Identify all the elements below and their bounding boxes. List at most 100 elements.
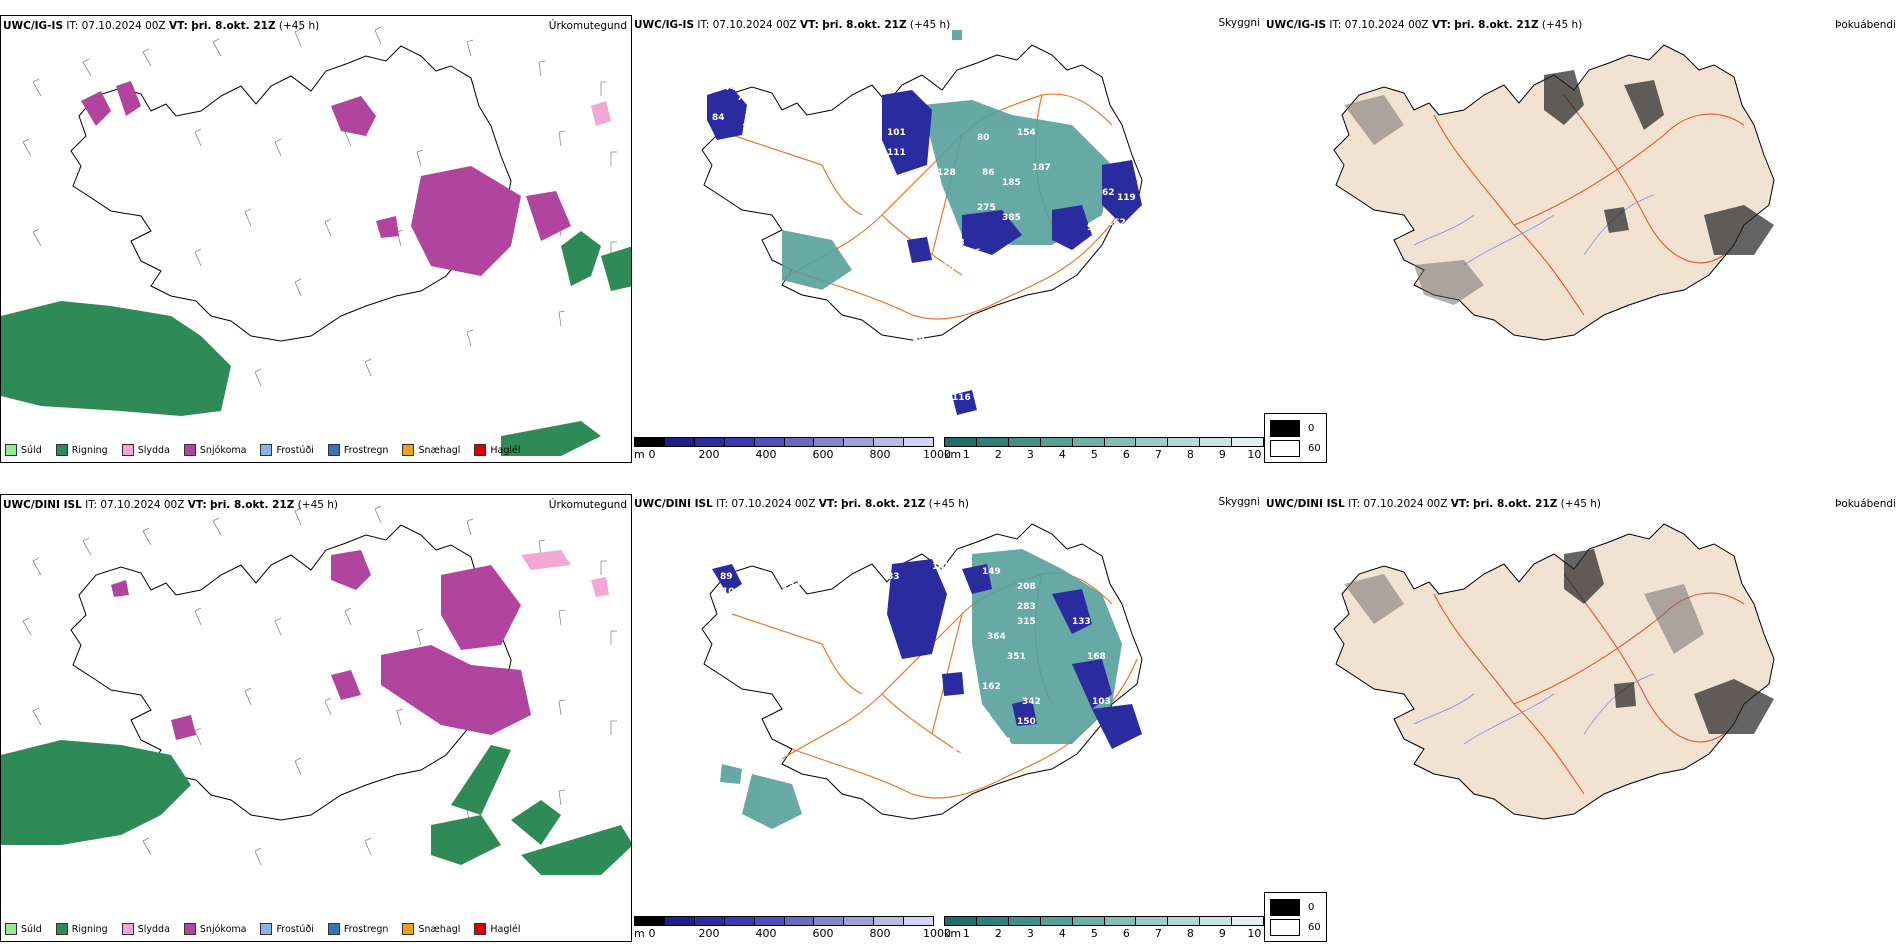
visibility-value-label: 80	[977, 133, 990, 143]
colorbar-cell	[904, 917, 934, 925]
visibility-value-label: 275	[977, 203, 996, 213]
fog-legend-label: 60	[1308, 921, 1321, 933]
legend-swatch	[327, 923, 340, 935]
visibility-value-label: 150	[942, 263, 961, 273]
legend-label: Snjókoma	[199, 923, 247, 935]
visibility-value-label: 168	[1087, 652, 1106, 662]
legend-label: Rigning	[71, 444, 108, 456]
colorbar-unit: m	[634, 927, 645, 940]
visibility-value-label: 144	[717, 83, 736, 93]
colorbar-cell	[664, 438, 695, 446]
colorbar-tick-label: 3	[1026, 927, 1034, 940]
legend-swatch	[402, 444, 415, 456]
colorbar-tick-label: 1	[962, 448, 970, 461]
colorbar-cell	[1232, 917, 1264, 925]
colorbar-cell	[754, 438, 785, 446]
colorbar-cell	[1200, 917, 1233, 925]
colorbar-tick-label: 9	[1218, 927, 1226, 940]
panel-header: UWC/IG-IS IT: 07.10.2024 00Z VT: þri. 8.…	[1266, 19, 1583, 31]
panel-header: UWC/IG-IS IT: 07.10.2024 00Z VT: þri. 8.…	[3, 20, 320, 32]
colorbar-tick-label: 7	[1154, 927, 1162, 940]
colorbar-strip	[944, 437, 1264, 447]
colorbar-tick-label: 400	[755, 448, 777, 461]
visibility-value-label: 145	[932, 562, 951, 572]
precip-map	[1, 495, 632, 942]
legend-swatch	[474, 444, 487, 456]
visibility-value-label: 150	[1017, 717, 1036, 727]
colorbar-cell	[1200, 438, 1233, 446]
colorbar-cell	[724, 438, 755, 446]
colorbar-tick-label: 1	[962, 927, 970, 940]
colorbar-cell	[1008, 917, 1041, 925]
precip-legend-item: Súld	[5, 444, 42, 456]
fog-legend-swatch	[1270, 898, 1300, 916]
visibility-value-label: 436	[977, 283, 996, 293]
visibility-value-label: 77	[737, 93, 750, 103]
visibility-value-label: 84	[712, 113, 725, 123]
legend-label: Haglél	[490, 444, 521, 456]
visibility-value-label: 125	[892, 178, 911, 188]
colorbar-strip	[944, 916, 1264, 926]
colorbar-tick-label: 3	[1026, 448, 1034, 461]
cloudbase-colorbar: m 0 200 400 600 800 1000	[634, 437, 951, 461]
panel-header: UWC/IG-IS IT: 07.10.2024 00Z VT: þri. 8.…	[634, 19, 951, 31]
legend-label: Súld	[21, 923, 42, 935]
visibility-value-label: 62	[1102, 188, 1115, 198]
colorbar-cell	[1104, 438, 1137, 446]
precip-type-panel-igis: UWC/IG-IS IT: 07.10.2024 00Z VT: þri. 8.…	[0, 15, 632, 463]
colorbar-cell	[635, 917, 665, 925]
precip-legend-item: Súld	[5, 923, 42, 935]
colorbar-tick-label: 600	[812, 448, 834, 461]
legend-label: Slydda	[137, 923, 170, 935]
colorbar-cell	[844, 917, 875, 925]
precip-legend-item: Snjókoma	[183, 923, 247, 935]
colorbar-ticks: km 1 2 3 4 5 6 7 8 9 10	[944, 447, 1264, 461]
legend-swatch	[121, 923, 134, 935]
visibility-value-label: 149	[982, 567, 1001, 577]
panel-header: UWC/DINI ISL IT: 07.10.2024 00Z VT: þri.…	[1266, 498, 1602, 510]
visibility-value-label: 351	[1007, 652, 1026, 662]
panel-title: Þokuábendi	[1835, 498, 1896, 510]
precip-map	[1, 16, 632, 463]
colorbar-tick-label: 6	[1122, 927, 1130, 940]
precip-legend-item: Slydda	[121, 923, 170, 935]
visibility-value-label: 162	[982, 682, 1001, 692]
visibility-value-label: 101	[887, 128, 906, 138]
fog-legend-swatch	[1270, 419, 1300, 437]
colorbar-tick-label: 1000	[923, 448, 951, 461]
colorbar-cell	[724, 917, 755, 925]
visibility-value-label: 153	[1017, 258, 1036, 268]
legend-swatch	[260, 444, 273, 456]
colorbar-tick-label: 400	[755, 927, 777, 940]
colorbar-cell	[1136, 917, 1169, 925]
colorbar-cell	[1104, 917, 1137, 925]
visibility-value-label: 162	[742, 123, 761, 133]
colorbar-cell	[694, 438, 725, 446]
legend-swatch	[121, 444, 134, 456]
colorbar-cell	[1072, 438, 1105, 446]
visibility-value-label: 128	[937, 168, 956, 178]
legend-label: Snæhagl	[418, 923, 461, 935]
precip-legend-item: Slydda	[121, 444, 170, 456]
fog-panel-dini: UWC/DINI ISL IT: 07.10.2024 00Z VT: þri.…	[1264, 494, 1900, 942]
legend-label: Súld	[21, 444, 42, 456]
legend-label: Haglél	[490, 923, 521, 935]
legend-label: Rigning	[71, 923, 108, 935]
fog-map	[1264, 494, 1900, 942]
visibility-value-label: 116	[952, 393, 971, 403]
precip-legend-item: Frostúði	[260, 444, 314, 456]
visibility-value-label: 283	[1017, 602, 1036, 612]
legend-swatch	[5, 923, 17, 935]
fog-legend-row: 60	[1270, 438, 1321, 458]
colorbar-cell	[976, 917, 1009, 925]
colorbar-tick-label: 6	[1122, 448, 1130, 461]
visibility-value-label: 103	[1092, 697, 1111, 707]
visibility-colorbar: km 1 2 3 4 5 6 7 8 9 10	[944, 437, 1264, 461]
precip-legend-item: Snjókoma	[183, 444, 246, 456]
precip-legend-item: Haglél	[474, 923, 521, 935]
precip-legend-item: Rigning	[55, 444, 108, 456]
legend-label: Frostregn	[343, 444, 389, 456]
colorbar-tick-label: 5	[1090, 927, 1098, 940]
colorbar-tick-label: 5	[1090, 448, 1098, 461]
colorbar-cell	[1136, 438, 1169, 446]
